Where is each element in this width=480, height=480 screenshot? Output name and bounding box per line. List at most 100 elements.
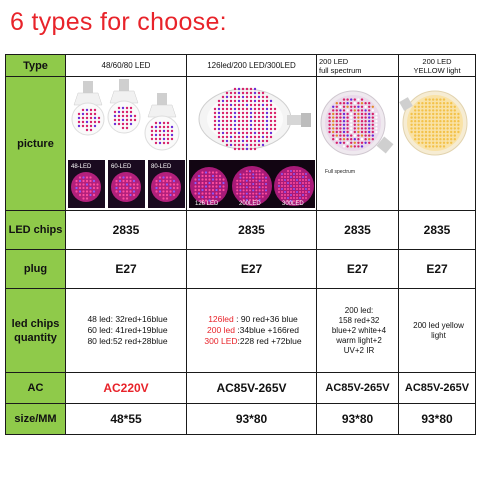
led-dot	[158, 133, 162, 137]
led-dot	[237, 103, 241, 107]
led-dot	[211, 174, 215, 178]
led-dot	[332, 116, 335, 119]
led-dot	[342, 120, 346, 123]
led-dot	[245, 123, 249, 127]
led-dot	[339, 102, 342, 105]
led-dot	[129, 193, 132, 197]
led-dot	[75, 183, 78, 186]
col-header-3-line2: full spectrum	[319, 65, 362, 75]
led-dot	[241, 91, 245, 95]
led-dot	[115, 186, 118, 190]
led-dot	[217, 127, 221, 131]
led-dot	[350, 120, 353, 123]
led-dot	[249, 107, 253, 111]
led-dot	[258, 199, 261, 201]
led-dot	[201, 192, 204, 195]
bulb-80-photo	[144, 93, 180, 151]
led-dot	[305, 191, 307, 193]
col-header-4-line1: 200 LED	[422, 56, 452, 66]
led-dot	[414, 105, 417, 108]
led-dot	[89, 190, 92, 193]
led-dot	[346, 130, 349, 134]
led-dot	[265, 176, 267, 179]
led-dot	[457, 120, 460, 123]
led-dot	[89, 183, 92, 186]
size-value-3: 93*80	[316, 403, 399, 435]
led-dot	[255, 199, 258, 201]
led-dot	[211, 199, 215, 202]
led-dot	[261, 131, 265, 135]
led-dot	[342, 116, 346, 119]
quantity-126-val: : 90 red+36 blue	[233, 314, 298, 324]
led-dot	[257, 123, 261, 127]
led-dot	[257, 135, 261, 139]
led-dot	[236, 192, 239, 195]
led-dot	[265, 179, 267, 182]
led-dot	[155, 186, 158, 190]
led-dot	[241, 99, 245, 103]
led-dot	[85, 186, 89, 190]
led-dot	[432, 123, 435, 126]
led-dot	[158, 183, 162, 186]
led-dot	[424, 141, 428, 144]
led-dot	[278, 191, 280, 193]
led-dot	[237, 131, 241, 135]
label-60-led: 60-LED	[111, 164, 132, 170]
label-48-led: 48-LED	[71, 164, 92, 170]
led-dot	[269, 107, 273, 111]
led-dot	[125, 179, 129, 183]
quantity-fs-line1: 200 led:	[344, 305, 374, 315]
led-dot	[218, 178, 222, 181]
led-dot	[350, 109, 353, 112]
led-dot	[236, 179, 239, 182]
led-dot	[432, 130, 435, 134]
led-dot	[435, 134, 438, 137]
led-dot	[213, 123, 217, 127]
led-dot	[176, 183, 179, 186]
led-dot	[442, 109, 446, 112]
led-dot	[258, 186, 261, 189]
led-dot	[158, 190, 162, 193]
led-dot	[360, 102, 364, 105]
led-dot	[273, 107, 277, 111]
led-dot	[302, 182, 304, 184]
col-header-2: 126led/200 LED/300LED	[186, 54, 317, 77]
led-dot	[450, 123, 453, 126]
led-dot	[129, 110, 133, 114]
led-dot	[346, 105, 349, 108]
led-dot	[308, 179, 310, 181]
led-dot	[92, 186, 96, 190]
led-dot	[129, 183, 132, 186]
led-dot	[453, 138, 456, 141]
col-header-4-line2: YELLOW light	[413, 65, 461, 75]
led-dot	[417, 123, 420, 126]
led-dot	[125, 176, 129, 179]
quantity-80: 80 led:52 red+28blue	[87, 336, 168, 346]
led-dot	[281, 191, 283, 193]
led-dot	[170, 133, 174, 137]
led-dot	[257, 91, 261, 95]
led-dot	[115, 183, 118, 186]
led-dot	[211, 185, 215, 188]
led-dot	[121, 106, 125, 110]
led-dot	[357, 130, 360, 134]
led-dot	[252, 179, 255, 182]
picture-yellow	[399, 77, 475, 210]
quantity-yellow-line1: 200 led yellow	[413, 320, 464, 330]
led-dot	[197, 178, 201, 181]
col-header-4: 200 LED YELLOW light	[398, 54, 476, 77]
quantity-cell-1: 48 led: 32red+16blue 60 led: 41red+19blu…	[65, 288, 187, 373]
led-dot	[417, 138, 420, 141]
led-dot	[278, 188, 280, 190]
led-dot	[204, 192, 208, 195]
led-dot	[237, 87, 241, 91]
led-dot	[375, 123, 378, 126]
led-dot	[225, 135, 229, 139]
led-dot	[242, 189, 245, 192]
led-dot	[122, 190, 125, 193]
led-dot	[255, 189, 258, 192]
led-dot	[450, 127, 453, 130]
led-dot	[269, 119, 273, 123]
led-dot	[239, 183, 242, 185]
led-dot	[375, 112, 378, 116]
